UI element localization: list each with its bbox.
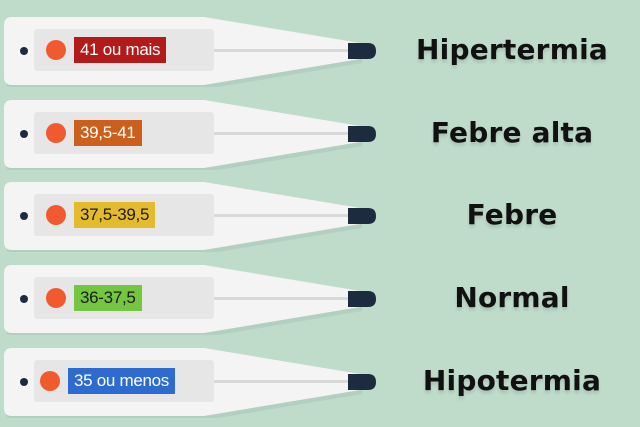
thermometer-row: 35 ou menos Hipotermia — [0, 344, 640, 418]
condition-label: Hipertermia — [416, 33, 608, 66]
bulb-dot-icon — [46, 205, 66, 225]
bulb-dot-icon — [46, 40, 66, 60]
temperature-range-badge: 35 ou menos — [68, 368, 175, 394]
thermometer-row: 39,5-41 Febre alta — [0, 96, 640, 170]
condition-label: Normal — [454, 281, 570, 314]
thermometer-icon — [0, 178, 380, 252]
thermometer-row: 36-37,5 Normal — [0, 261, 640, 335]
temperature-range-badge: 41 ou mais — [74, 37, 167, 63]
thermometer-icon — [0, 13, 380, 87]
thermometer-icon — [0, 344, 380, 418]
thermometer-row: 41 ou mais Hipertermia — [0, 13, 640, 87]
condition-label: Febre — [466, 198, 558, 231]
temperature-range-badge: 37,5-39,5 — [74, 202, 156, 228]
bulb-dot-icon — [46, 123, 66, 143]
temperature-range-badge: 36-37,5 — [74, 285, 142, 311]
bulb-dot-icon — [40, 371, 60, 391]
thermometer-icon — [0, 96, 380, 170]
condition-label: Hipotermia — [422, 364, 602, 397]
thermometer-icon — [0, 261, 380, 335]
bulb-dot-icon — [46, 288, 66, 308]
condition-label: Febre alta — [430, 116, 594, 149]
temperature-range-badge: 39,5-41 — [74, 120, 142, 146]
thermometer-row: 37,5-39,5 Febre — [0, 178, 640, 252]
